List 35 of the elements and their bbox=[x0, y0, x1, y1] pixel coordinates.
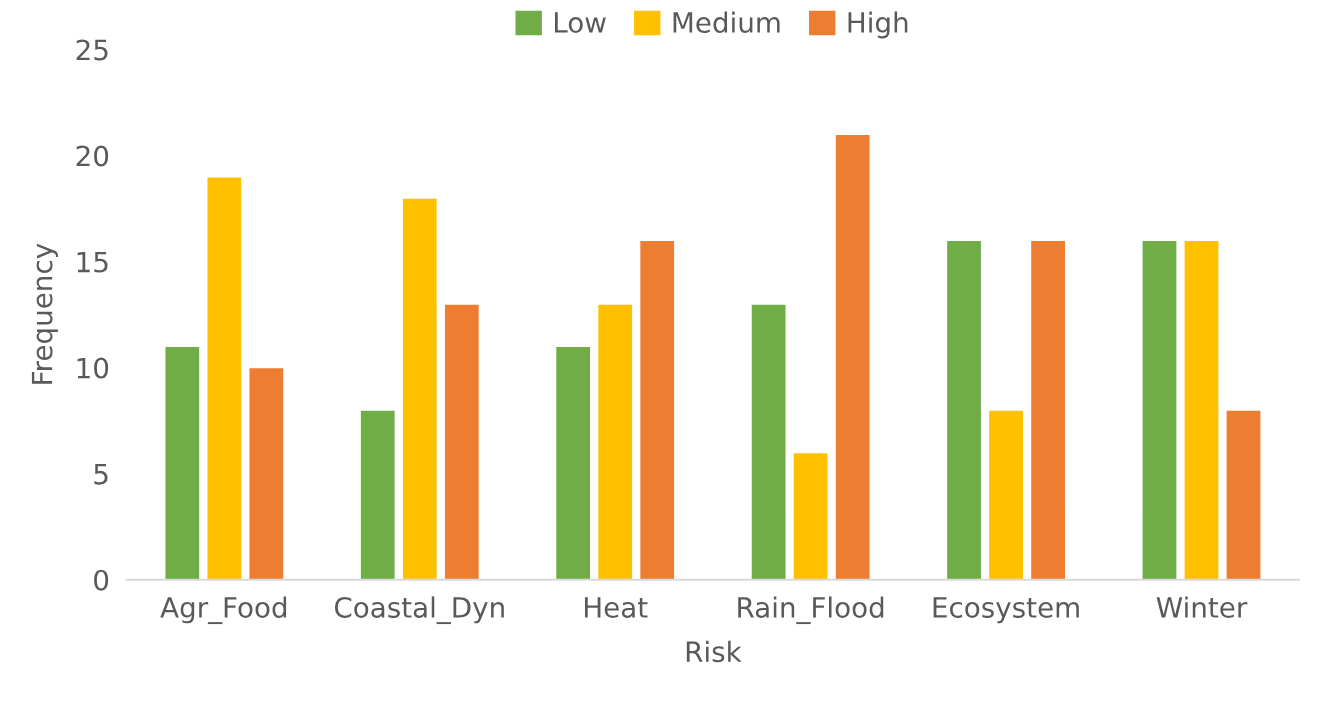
bar bbox=[945, 239, 983, 580]
y-tick-label: 25 bbox=[76, 39, 108, 61]
legend-label: High bbox=[848, 11, 908, 39]
x-tick-label: Ecosystem bbox=[933, 597, 1079, 624]
x-tick-label: Winter bbox=[1156, 596, 1248, 618]
bar bbox=[1225, 409, 1262, 580]
bar bbox=[750, 303, 787, 580]
x-tick-label: Agr_Food bbox=[160, 596, 287, 625]
x-tick-label: Rain_Flood bbox=[738, 596, 884, 625]
y-tick-label: 15 bbox=[77, 251, 108, 273]
y-tick-label: 5 bbox=[94, 463, 108, 485]
bar bbox=[1183, 239, 1220, 580]
legend-label: Low bbox=[555, 12, 606, 33]
y-tick-label: 0 bbox=[94, 569, 109, 591]
bar bbox=[834, 133, 871, 580]
x-tick-label: Heat bbox=[584, 597, 648, 618]
bar bbox=[1029, 239, 1067, 580]
bar bbox=[206, 176, 243, 580]
bar bbox=[164, 345, 201, 580]
x-axis-title: Risk bbox=[686, 640, 742, 663]
y-tick-label: 10 bbox=[77, 357, 109, 379]
bar bbox=[443, 303, 481, 580]
bar bbox=[638, 239, 676, 580]
bar bbox=[792, 451, 829, 580]
bar bbox=[248, 366, 285, 580]
bar bbox=[359, 409, 397, 580]
y-tick-label: 20 bbox=[76, 145, 109, 167]
bar bbox=[554, 345, 592, 580]
legend-label: Medium bbox=[673, 11, 780, 33]
bar bbox=[401, 197, 439, 580]
bar bbox=[987, 409, 1025, 580]
bar bbox=[1141, 239, 1178, 580]
y-axis-title: Frequency bbox=[31, 243, 58, 384]
bar bbox=[596, 303, 634, 580]
x-tick-label: Coastal_Dyn bbox=[334, 596, 504, 625]
